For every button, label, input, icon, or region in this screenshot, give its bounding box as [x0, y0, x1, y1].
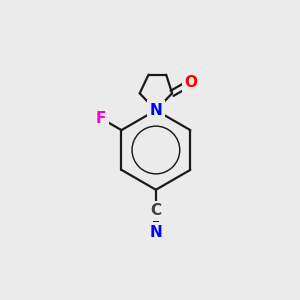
- Text: O: O: [184, 75, 197, 90]
- Text: F: F: [96, 111, 106, 126]
- Text: N: N: [149, 103, 162, 118]
- Text: C: C: [150, 203, 161, 218]
- Text: N: N: [149, 225, 162, 240]
